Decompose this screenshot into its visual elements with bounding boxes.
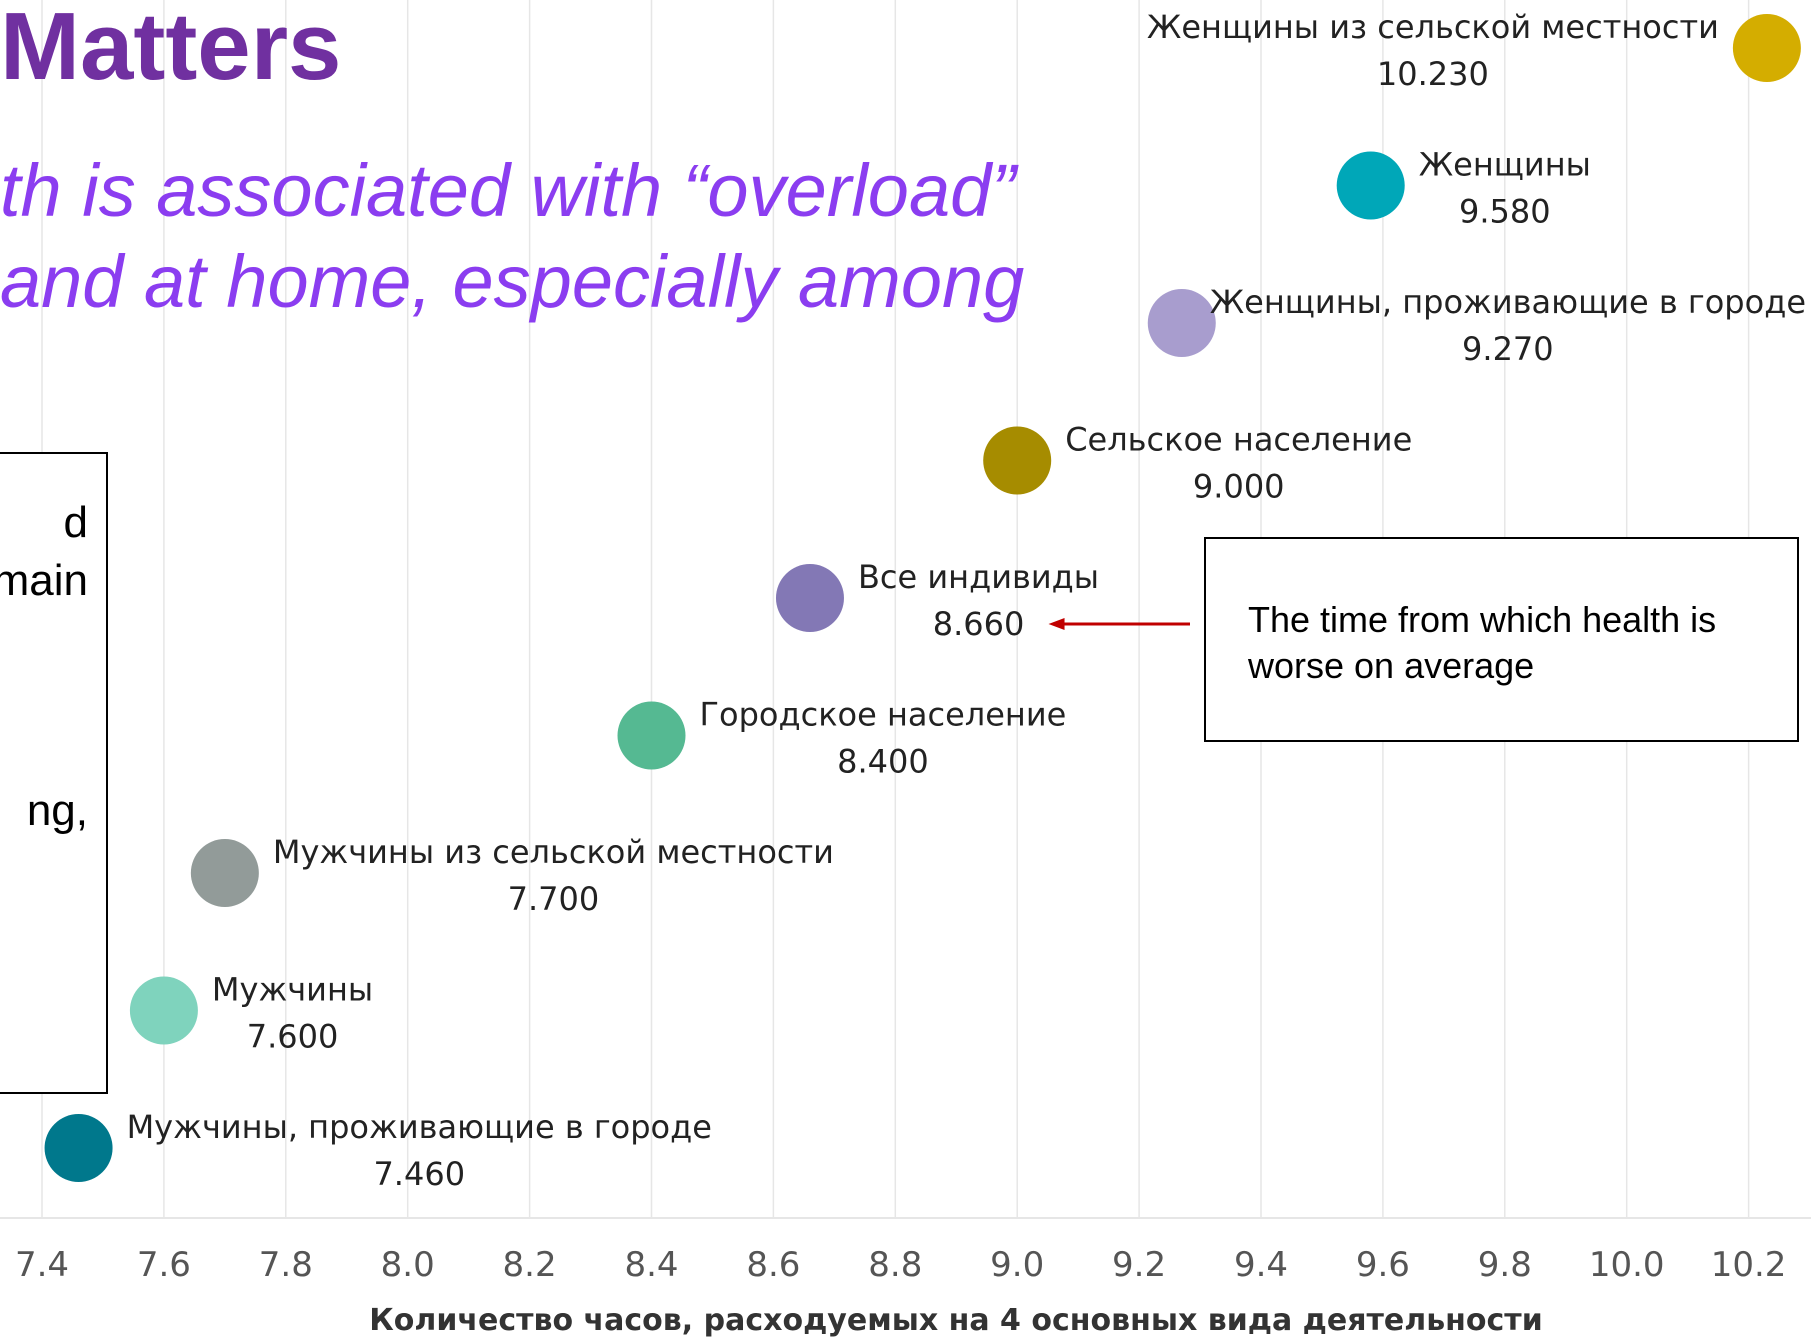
- data-point: [1147, 289, 1216, 357]
- x-tick-label: 8.0: [381, 1245, 435, 1285]
- x-tick-label: 8.8: [868, 1245, 922, 1285]
- x-tick-label: 8.4: [624, 1245, 678, 1285]
- x-tick-label: 10.2: [1711, 1245, 1787, 1285]
- point-label: Женщины: [1419, 146, 1591, 184]
- point-label: Женщины, проживающие в городе: [1210, 283, 1806, 321]
- data-point: [44, 1114, 113, 1182]
- data-point: [775, 564, 844, 632]
- x-tick-label: 8.2: [503, 1245, 557, 1285]
- x-tick-label: 9.4: [1234, 1245, 1288, 1285]
- x-tick-label: 9.8: [1478, 1245, 1532, 1285]
- point-value-label: 9.270: [1462, 330, 1554, 368]
- subtitle-line-1: th is associated with “overload”: [0, 149, 1016, 232]
- point-label: Мужчины: [212, 971, 373, 1009]
- left-box-text-3: ng,: [26, 786, 88, 835]
- annotation-box: The time from which health is worse on a…: [1204, 537, 1799, 742]
- point-value-label: 9.000: [1193, 468, 1285, 506]
- subtitle-line-2: and at home, especially among: [0, 240, 1025, 323]
- left-box-text-1: d: [63, 498, 88, 547]
- point-value-label: 7.460: [373, 1155, 465, 1193]
- left-text-box: d main ng,: [0, 452, 108, 1094]
- point-value-label: 8.660: [933, 605, 1025, 643]
- data-point: [1732, 14, 1801, 82]
- x-tick-label: 10.0: [1589, 1245, 1665, 1285]
- x-tick-label: 9.6: [1356, 1245, 1410, 1285]
- point-label: Все индивиды: [858, 558, 1099, 596]
- point-label: Мужчины из сельской местности: [273, 833, 834, 871]
- point-value-label: 8.400: [837, 743, 929, 781]
- x-axis-label: Количество часов, расходуемых на 4 основ…: [369, 1303, 1542, 1338]
- x-tick-label: 7.6: [137, 1245, 191, 1285]
- page-title: Matters: [0, 0, 342, 100]
- x-tick-label: 8.6: [746, 1245, 800, 1285]
- point-label: Городское население: [700, 696, 1067, 734]
- point-value-label: 9.580: [1459, 193, 1551, 231]
- point-label: Сельское население: [1065, 421, 1412, 459]
- left-box-text-2: main: [0, 556, 88, 605]
- annotation-arrowhead: [1048, 618, 1065, 630]
- point-value-label: 7.600: [247, 1018, 339, 1056]
- x-tick-label: 7.4: [15, 1245, 69, 1285]
- x-tick-label: 7.8: [259, 1245, 313, 1285]
- annotation-text: The time from which health is worse on a…: [1248, 599, 1717, 686]
- point-value-label: 7.700: [508, 880, 600, 918]
- x-tick-label: 9.2: [1112, 1245, 1166, 1285]
- data-point: [190, 839, 259, 907]
- point-label: Женщины из сельской местности: [1147, 8, 1719, 46]
- data-point: [1336, 151, 1405, 220]
- x-tick-label: 9.0: [990, 1245, 1044, 1285]
- data-point: [983, 426, 1052, 495]
- data-point: [617, 701, 686, 770]
- point-label: Мужчины, проживающие в городе: [127, 1108, 712, 1146]
- data-point: [129, 976, 198, 1045]
- point-value-label: 10.230: [1377, 55, 1489, 93]
